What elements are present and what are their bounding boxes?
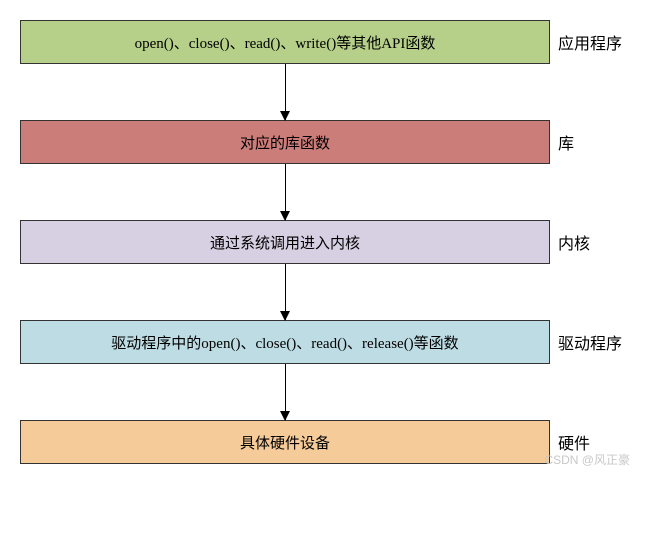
flow-box-lib: 对应的库函数 bbox=[20, 120, 550, 164]
side-label-kernel: 内核 bbox=[558, 230, 590, 254]
flow-row: open()、close()、read()、write()等其他API函数 应用… bbox=[20, 20, 640, 64]
flow-box-hw: 具体硬件设备 bbox=[20, 420, 550, 464]
arrow-down bbox=[20, 164, 550, 220]
flow-box-driver: 驱动程序中的open()、close()、read()、release()等函数 bbox=[20, 320, 550, 364]
flow-box-app: open()、close()、read()、write()等其他API函数 bbox=[20, 20, 550, 64]
flow-row: 对应的库函数 库 bbox=[20, 120, 640, 164]
side-label-app: 应用程序 bbox=[558, 30, 622, 54]
flowchart-diagram: open()、close()、read()、write()等其他API函数 应用… bbox=[20, 20, 640, 464]
arrow-down bbox=[20, 64, 550, 120]
arrow-down bbox=[20, 264, 550, 320]
arrow-down bbox=[20, 364, 550, 420]
flow-row: 通过系统调用进入内核 内核 bbox=[20, 220, 640, 264]
watermark-text: CSDN @风正豪 bbox=[544, 451, 630, 468]
side-label-driver: 驱动程序 bbox=[558, 330, 622, 354]
side-label-lib: 库 bbox=[558, 130, 574, 154]
flow-box-kernel: 通过系统调用进入内核 bbox=[20, 220, 550, 264]
flow-row: 驱动程序中的open()、close()、read()、release()等函数… bbox=[20, 320, 640, 364]
